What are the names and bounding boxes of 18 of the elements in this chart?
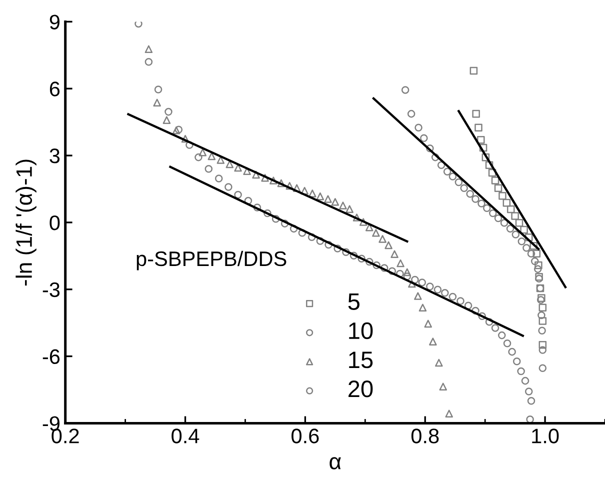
x-tick-label: 0.6: [292, 428, 319, 444]
legend-label: 10: [349, 322, 373, 340]
y-tick-label: -3: [42, 282, 60, 298]
legend-label: 20: [348, 380, 373, 398]
annotation: p-SBPEPB/DDS: [136, 250, 286, 270]
x-tick-label: 0.8: [411, 428, 439, 444]
y-tick-label: 3: [50, 148, 60, 164]
legend-label: 15: [349, 352, 373, 368]
y-tick-label: 9: [50, 14, 60, 30]
y-tick-label: 0: [50, 215, 60, 230]
x-tick-label: 0.4: [172, 428, 200, 444]
x-tick-label: 0.2: [52, 428, 79, 444]
x-axis-title: α: [330, 457, 341, 470]
legend-label: 5: [348, 294, 360, 310]
y-tick-label: 6: [50, 82, 60, 96]
x-tick-label: 1.0: [532, 428, 559, 444]
y-axis-title: -ln (1/f '(α)-1): [16, 160, 36, 286]
y-tick-label: -6: [42, 349, 60, 364]
